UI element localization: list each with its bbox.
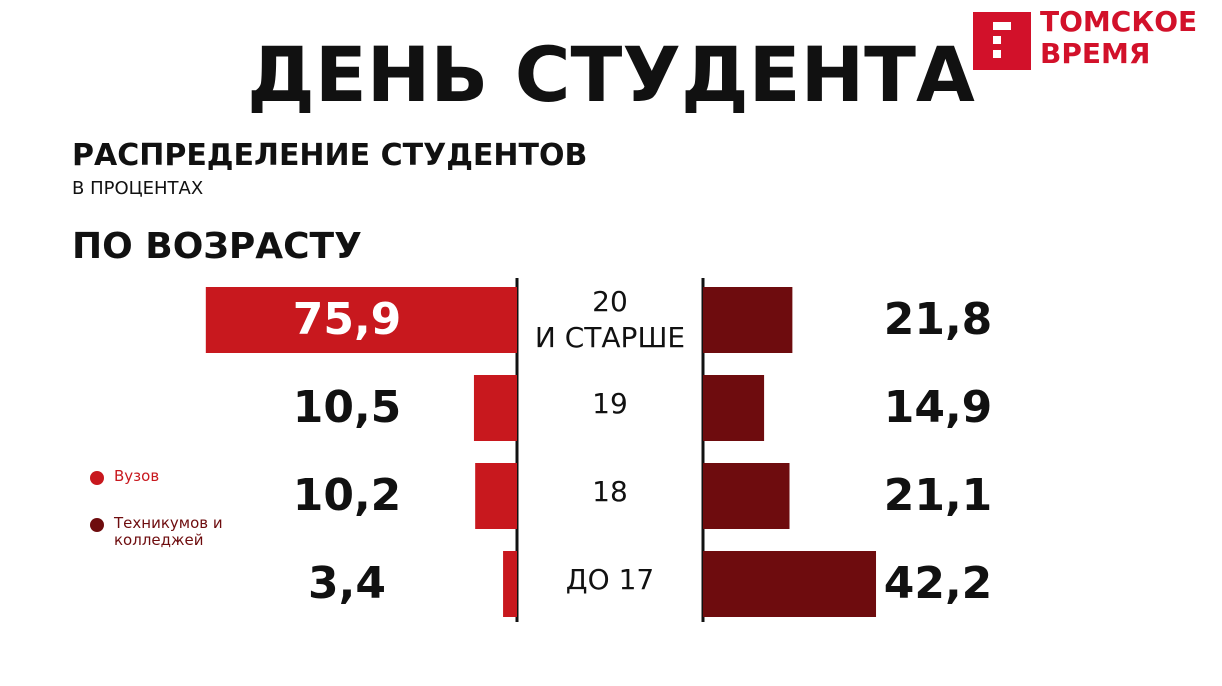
value-label: 3,4 [308,558,386,609]
category-label: 20 И СТАРШЕ [534,285,686,354]
subtitle: РАСПРЕДЕЛЕНИЕ СТУДЕНТОВ [72,138,588,173]
value-label: 21,1 [883,470,993,521]
category-label: 19 [592,387,628,420]
bar [503,551,517,617]
logo-mark-part [993,36,1001,44]
bar [205,287,517,353]
value-label: 21,8 [883,294,993,345]
category-label: 18 [592,475,628,508]
bar [703,287,793,353]
logo-mark-part [993,22,1011,30]
value-label: 75,9 [292,294,402,345]
brand: ТОМСКОЕ ВРЕМЯ [1040,5,1198,70]
bar [703,463,790,529]
bar [703,551,877,617]
value-label: 14,9 [883,382,993,433]
logo-mark [973,12,1031,70]
legend-label: Техникумов и колледжей [114,514,223,549]
value-label: 42,2 [883,558,993,609]
value-label: 10,5 [292,382,402,433]
unit-note: В ПРОЦЕНТАХ [72,178,204,199]
legend-marker [90,518,104,532]
legend-marker [90,471,104,485]
group-label: ПО ВОЗРАСТУ [72,226,362,267]
category-label: ДО 17 [565,563,655,596]
bar [475,463,517,529]
bar [703,375,765,441]
chart-title: ДЕНЬ СТУДЕНТА [247,30,975,119]
bar [473,375,517,441]
value-label: 10,2 [292,470,402,521]
legend-label: Вузов [114,467,160,485]
logo-mark-part [993,50,1001,58]
